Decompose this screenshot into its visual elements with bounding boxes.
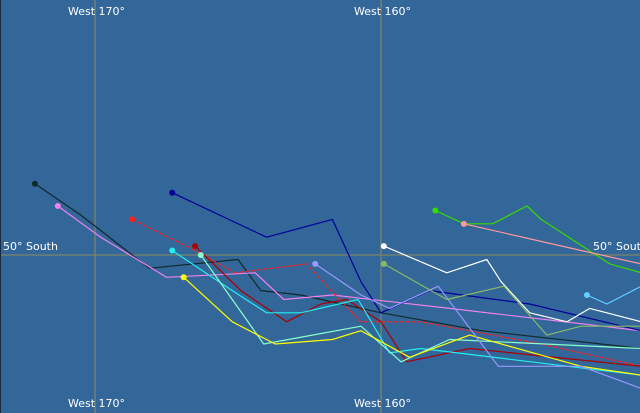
meridian-label-w160-bottom: West 160° [354,397,412,410]
track-start-marker-5[interactable] [192,243,199,250]
track-start-marker-7[interactable] [197,252,204,258]
track-start-marker-14[interactable] [583,292,590,299]
track-6 [171,250,640,376]
parallel-label-50s-left: 50° South [3,240,58,253]
track-14 [586,286,640,305]
track-8 [183,276,640,376]
track-4 [131,218,640,367]
meridian-label-w160-top: West 160° [354,5,412,18]
track-13 [463,223,640,265]
track-start-marker-3[interactable] [169,189,176,196]
track-start-marker-12[interactable] [432,207,439,214]
meridian-label-w170-top: West 170° [68,5,126,18]
track-start-marker-2[interactable] [54,203,61,210]
track-9 [314,263,640,389]
track-start-marker-8[interactable] [180,274,187,281]
track-start-marker-6[interactable] [169,247,176,254]
track-11 [383,263,640,336]
track-start-marker-1[interactable] [31,180,38,187]
parallel-label-50s-right: 50° South [593,240,640,253]
meridian-label-w170-bottom: West 170° [68,397,126,410]
track-7 [200,254,640,363]
track-1 [34,183,640,349]
track-5 [194,245,640,367]
track-start-marker-4[interactable] [129,216,136,223]
track-start-marker-11[interactable] [380,260,387,267]
track-3 [171,192,640,332]
track-2 [57,205,640,332]
track-10 [383,245,640,323]
track-start-marker-10[interactable] [380,243,387,250]
track-start-marker-9[interactable] [312,260,319,267]
track-start-marker-13[interactable] [460,220,467,227]
